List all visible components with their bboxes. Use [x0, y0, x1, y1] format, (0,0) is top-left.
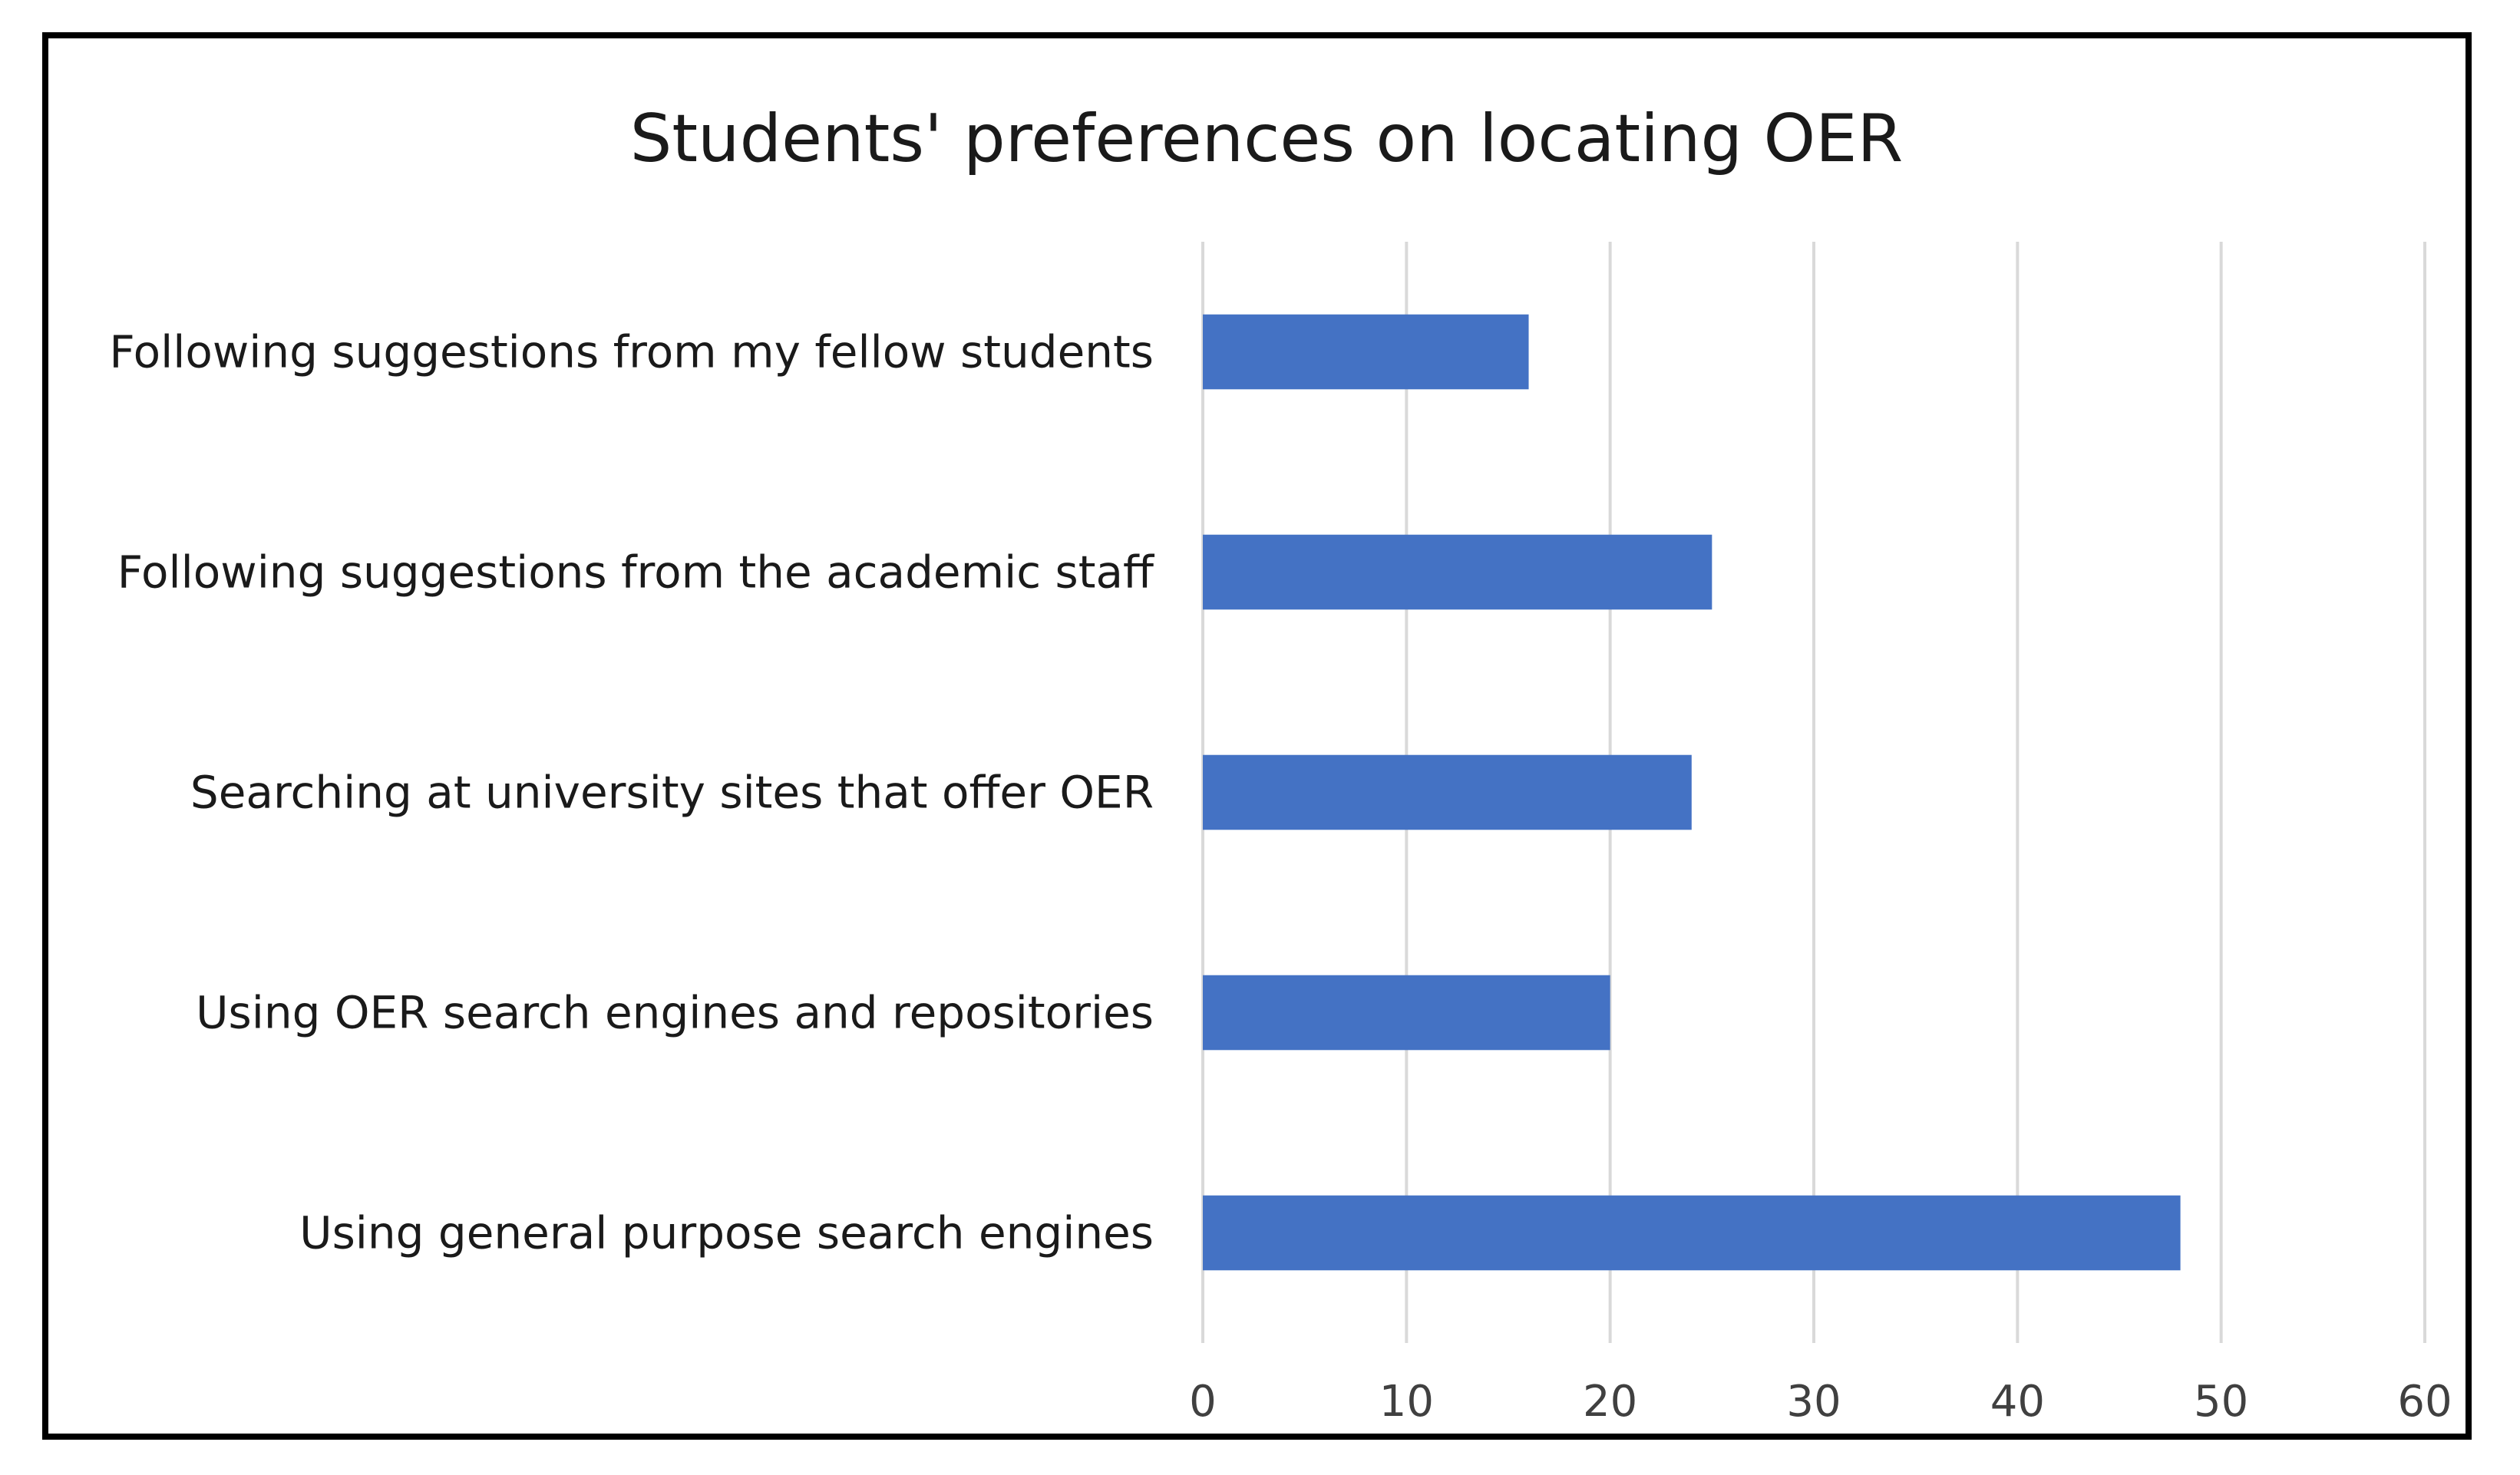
category-labels: Following suggestions from my fellow stu…: [109, 326, 1155, 1259]
chart-title: Students' preferences on locating OER: [630, 101, 1903, 177]
bars: [1203, 314, 2181, 1271]
bar: [1203, 975, 1610, 1051]
chart-frame: Students' preferences on locating OER Fo…: [42, 32, 2472, 1440]
category-label: Following suggestions from my fellow stu…: [109, 326, 1154, 378]
x-tick-label: 40: [1990, 1377, 2045, 1427]
bar: [1203, 754, 1692, 830]
bar: [1203, 314, 1529, 390]
x-tick-label: 50: [2194, 1377, 2248, 1427]
category-label: Searching at university sites that offer…: [190, 767, 1154, 819]
category-label: Following suggestions from the academic …: [117, 546, 1155, 599]
x-tick-label: 10: [1379, 1377, 1434, 1427]
category-label: Using OER search engines and repositorie…: [196, 987, 1154, 1039]
x-tick-labels: 0 10 20 30 40 50 60: [1189, 1377, 2452, 1427]
category-label: Using general purpose search engines: [299, 1207, 1154, 1259]
x-tick-label: 30: [1786, 1377, 1841, 1427]
bar: [1203, 534, 1712, 610]
x-tick-label: 0: [1189, 1377, 1217, 1427]
x-tick-label: 60: [2397, 1377, 2452, 1427]
bar: [1203, 1195, 2181, 1271]
x-tick-label: 20: [1583, 1377, 1637, 1427]
bar-chart: Students' preferences on locating OER Fo…: [109, 101, 2452, 1427]
